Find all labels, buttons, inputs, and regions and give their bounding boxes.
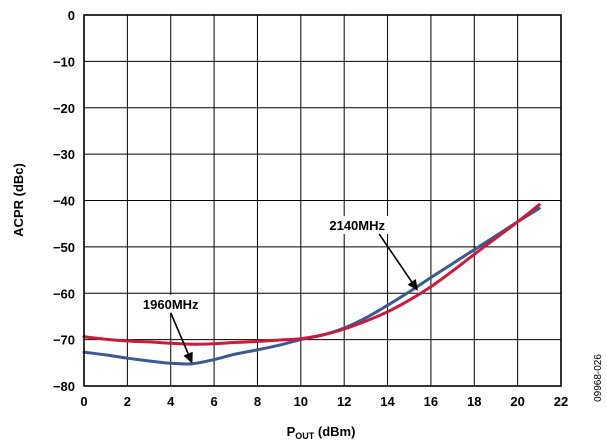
y-tick-label: −30 [53,147,75,162]
annotation-arrow-shaft [169,312,189,354]
x-tick-label: 18 [467,394,481,409]
annotation-label: 2140MHz [329,218,385,233]
annotation-arrow-head [183,351,193,364]
annotation-arrow-shaft [378,233,413,283]
y-tick-label: −50 [53,240,75,255]
x-axis-label-sub: OUT [295,431,315,441]
y-tick-label: 0 [68,8,75,23]
x-tick-label: 6 [210,394,217,409]
x-tick-label: 8 [254,394,261,409]
x-tick-label: 2 [124,394,131,409]
y-tick-label: −20 [53,101,75,116]
x-tick-label: 16 [424,394,438,409]
series-lines [82,203,541,366]
tick-labels: 0 2 4 6 8 10 12 14 16 18 20 22 0 −10 −20 −30 −40 −50 −60 −7… [53,8,568,409]
y-tick-label: −60 [53,286,75,301]
x-tick-label: 22 [554,394,568,409]
x-axis-label-main: P [287,424,296,439]
x-tick-label: 20 [510,394,524,409]
annotation-label-bg [138,294,203,313]
y-tick-label: −40 [53,194,75,209]
x-axis-label-unit: (dBm) [314,424,355,439]
figure-id: 09968-026 [593,354,604,402]
plot-frame [83,14,562,387]
y-axis-label: ACPR (dBc) [11,163,26,237]
series-line-2140mhz [82,203,541,346]
x-axis-label: POUT (dBm) [287,424,356,441]
annotation-label: 1960MHz [143,297,199,312]
annotation-arrow-head [407,279,418,291]
x-tick-label: 4 [167,394,175,409]
y-tick-label: −80 [53,379,75,394]
grid [83,14,562,387]
y-tick-label: −10 [53,54,75,69]
x-tick-label: 10 [294,394,308,409]
annotation-label-bg [325,216,390,235]
x-tick-label: 0 [80,394,87,409]
x-tick-label: 12 [337,394,351,409]
y-tick-label: −70 [53,333,75,348]
x-tick-label: 14 [380,394,395,409]
annotations: 1960MHz 2140MHz [138,216,418,364]
